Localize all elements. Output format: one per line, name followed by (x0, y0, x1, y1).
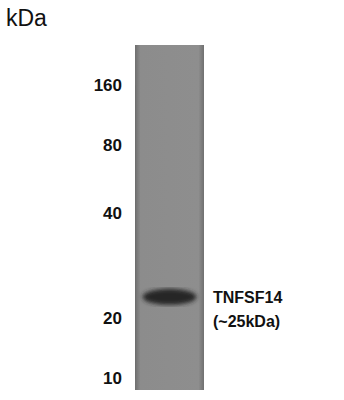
tick: 40 (103, 204, 135, 223)
annotation: (~25kDa) (213, 313, 280, 330)
tick: 80 (103, 136, 135, 155)
blot-lane (135, 45, 204, 390)
tick-label: 40 (103, 204, 122, 223)
band-label: TNFSF14 (213, 289, 282, 306)
y-axis: 10 20 40 80 160 (94, 76, 136, 388)
tick-label: 80 (103, 136, 122, 155)
figure: 10 20 40 80 160 kDa TNFSF14 (~25kDa) (0, 0, 344, 400)
tick-label: 20 (103, 309, 122, 328)
tick-label: 160 (94, 76, 122, 95)
tick: 160 (94, 76, 135, 95)
axis-title: kDa (6, 5, 47, 31)
axis-line (135, 86, 136, 379)
tick: 10 (103, 369, 135, 388)
protein-band (143, 289, 197, 305)
tick: 20 (103, 309, 135, 328)
tick-label: 10 (103, 369, 122, 388)
marks (143, 289, 197, 305)
